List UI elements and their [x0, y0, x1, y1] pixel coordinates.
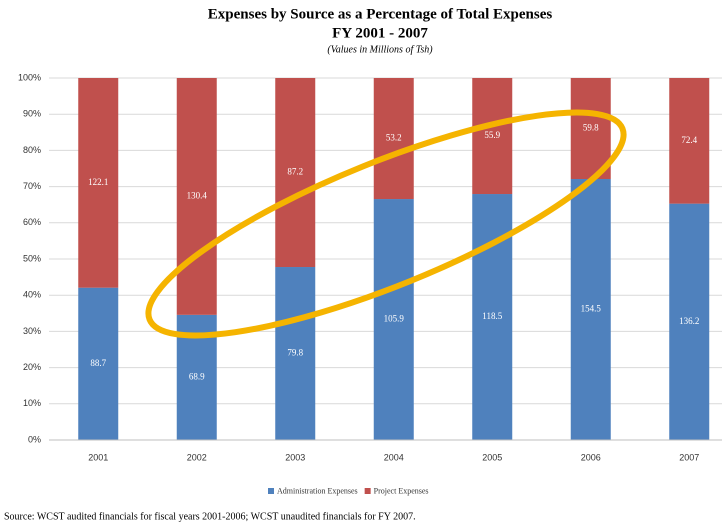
bar-segment	[373, 78, 414, 200]
data-label: 68.9	[189, 371, 205, 381]
x-tick-label: 2004	[384, 452, 404, 462]
data-label: 154.5	[581, 304, 602, 314]
chart-subtitle: FY 2001 - 2007	[332, 25, 428, 41]
legend-label: Administration Expenses	[277, 486, 358, 495]
y-tick-label: 60%	[23, 217, 41, 227]
y-tick-label: 80%	[23, 145, 41, 155]
data-label: 72.4	[681, 135, 697, 145]
bar-segment	[275, 78, 316, 268]
y-tick-label: 20%	[23, 362, 41, 372]
bar-segment	[669, 78, 710, 204]
x-tick-label: 2007	[679, 452, 699, 462]
chart-title: Expenses by Source as a Percentage of To…	[208, 6, 553, 22]
bar-segment	[669, 203, 710, 440]
bar-segment	[78, 78, 119, 288]
x-tick-label: 2001	[88, 452, 108, 462]
data-label: 79.8	[287, 348, 303, 358]
data-label: 53.2	[386, 133, 402, 143]
data-label: 136.2	[679, 316, 699, 326]
bar-segment	[275, 267, 316, 440]
bar-segment	[78, 287, 119, 440]
legend-label: Project Expenses	[374, 486, 429, 495]
x-tick-label: 2005	[482, 452, 502, 462]
data-label: 59.8	[583, 123, 599, 133]
highlight-ellipse	[145, 109, 627, 339]
data-label: 130.4	[187, 190, 208, 200]
bar-segment	[570, 179, 611, 441]
legend-swatch	[364, 488, 371, 494]
y-tick-label: 50%	[23, 253, 41, 263]
chart-note: (Values in Millions of Tsh)	[327, 44, 433, 55]
x-tick-label: 2003	[285, 452, 305, 462]
data-label: 55.9	[484, 130, 500, 140]
data-label: 118.5	[482, 311, 502, 321]
bar-segment	[176, 78, 217, 315]
y-tick-label: 90%	[23, 109, 41, 119]
source-note: Source: WCST audited financials for fisc…	[4, 511, 416, 522]
data-label: 88.7	[90, 358, 106, 368]
y-tick-label: 30%	[23, 326, 41, 336]
data-label: 122.1	[88, 177, 108, 187]
y-tick-label: 0%	[28, 434, 41, 444]
data-label: 105.9	[384, 314, 405, 324]
bar-segment	[570, 78, 611, 180]
bar-segment	[373, 199, 414, 440]
data-label: 87.2	[287, 167, 303, 177]
y-tick-label: 40%	[23, 290, 41, 300]
x-tick-label: 2002	[187, 452, 207, 462]
bar-segment	[472, 78, 513, 195]
y-tick-label: 100%	[18, 72, 41, 82]
y-tick-label: 70%	[23, 181, 41, 191]
x-tick-label: 2006	[581, 452, 601, 462]
y-tick-label: 10%	[23, 398, 41, 408]
legend-swatch	[268, 488, 274, 494]
